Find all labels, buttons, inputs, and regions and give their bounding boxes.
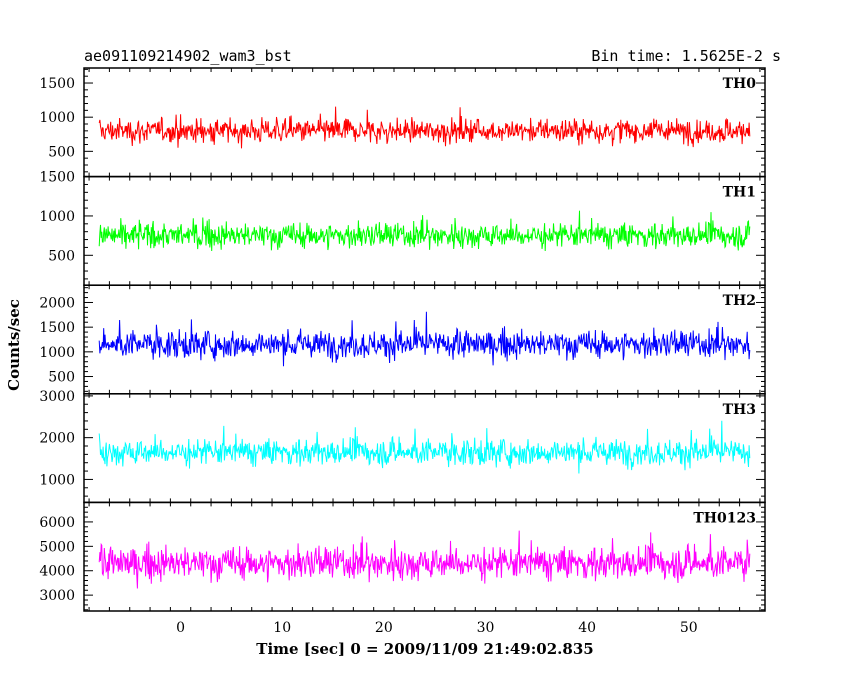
y-tick-label: 2000 xyxy=(39,431,75,447)
y-tick-label: 500 xyxy=(48,248,75,264)
panel-frame xyxy=(83,67,766,178)
y-tick-label: 1000 xyxy=(39,472,75,488)
y-tick-label: 3000 xyxy=(39,389,75,405)
y-tick-label: 1500 xyxy=(39,320,75,336)
y-tick-label: 4000 xyxy=(39,564,75,580)
y-tick-label: 1000 xyxy=(39,110,75,126)
panel-th2: 500 1000 1500 2000 TH2 xyxy=(39,284,766,395)
series-line-th2 xyxy=(98,311,751,367)
x-tick-label: 30 xyxy=(477,620,495,636)
x-axis: 0 10 20 30 40 50 xyxy=(88,68,761,636)
panel-label-th0123: TH0123 xyxy=(693,510,756,526)
panel-frame xyxy=(83,501,766,612)
y-tick-label: 2000 xyxy=(39,295,75,311)
series-line-th0123 xyxy=(98,530,751,589)
y-tick-label: 1500 xyxy=(39,76,75,92)
y-tick-label: 5000 xyxy=(39,539,75,555)
y-tick-label: 500 xyxy=(48,144,75,160)
x-tick-label: 50 xyxy=(680,620,698,636)
panel-label-th2: TH2 xyxy=(723,293,756,309)
series-line-th3 xyxy=(98,420,751,474)
y-tick-label: 1000 xyxy=(39,345,75,361)
chart-title: ae091109214902_wam3_bst xyxy=(84,47,292,65)
panel-label-th1: TH1 xyxy=(723,185,756,201)
panel-th0123: 3000 4000 5000 6000 TH0123 xyxy=(39,501,766,612)
y-tick-label: 500 xyxy=(48,370,75,386)
series-line-th0 xyxy=(98,106,751,149)
panels-group: 500 1000 1500 TH0 500 1000 1500 TH1 500 1000 1500 2… xyxy=(39,67,766,612)
y-tick-label: 6000 xyxy=(39,515,75,531)
panel-th3: 1000 2000 3000 TH3 xyxy=(39,389,766,504)
panel-label-th3: TH3 xyxy=(723,402,756,418)
panel-label-th0: TH0 xyxy=(723,76,757,92)
series-line-th1 xyxy=(98,210,751,252)
x-tick-label: 40 xyxy=(578,620,596,636)
x-tick-label: 20 xyxy=(375,620,393,636)
chart-subtitle: Bin time: 1.5625E-2 s xyxy=(591,47,781,65)
x-tick-label: 0 xyxy=(176,620,185,636)
x-tick-label: 10 xyxy=(273,620,291,636)
y-tick-label: 1500 xyxy=(39,170,75,186)
panel-frame xyxy=(83,393,766,504)
panel-th0: 500 1000 1500 TH0 xyxy=(39,67,766,178)
x-axis-label: Time [sec] 0 = 2009/11/09 21:49:02.835 xyxy=(256,640,593,658)
y-tick-label: 1000 xyxy=(39,209,75,225)
y-tick-label: 3000 xyxy=(39,588,75,604)
panel-th1: 500 1000 1500 TH1 xyxy=(39,170,766,286)
y-axis-label: Counts/sec xyxy=(5,299,23,391)
